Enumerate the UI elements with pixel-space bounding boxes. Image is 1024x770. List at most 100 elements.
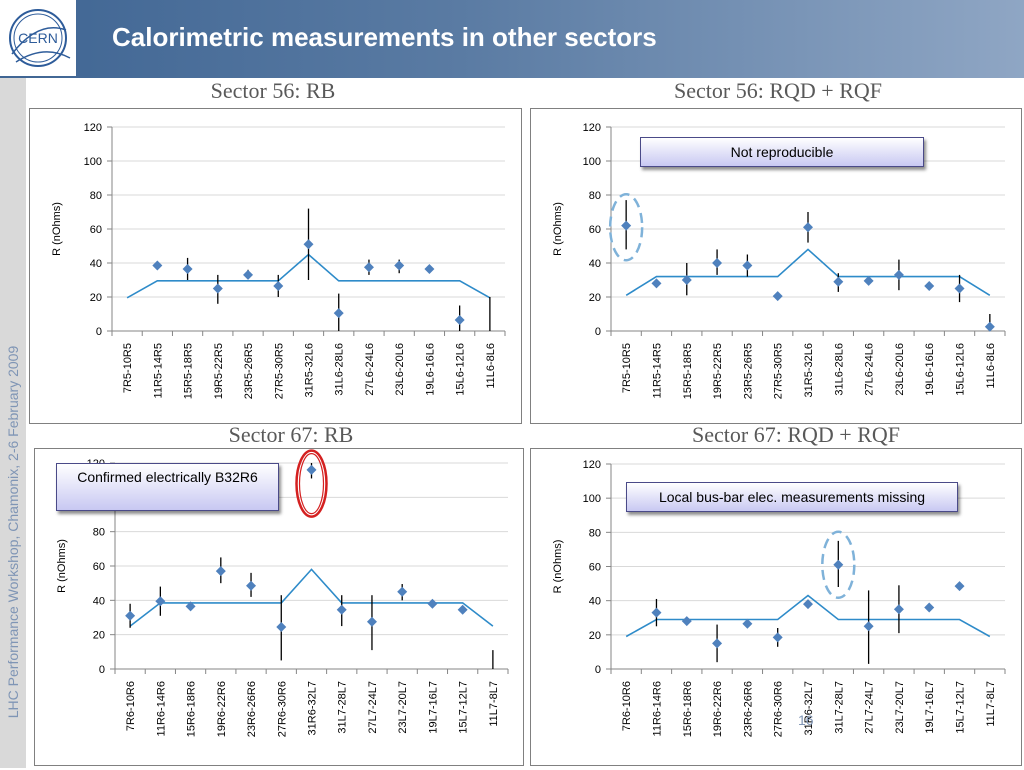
x-tick-label: 11L7-8L7 bbox=[985, 681, 997, 727]
data-point bbox=[742, 618, 753, 629]
x-tick-label: 23L6-20L6 bbox=[394, 343, 406, 396]
x-tick-label: 19L6-16L6 bbox=[924, 343, 936, 396]
data-point bbox=[772, 291, 783, 302]
data-point bbox=[125, 610, 136, 621]
side-band bbox=[0, 78, 26, 768]
x-tick-label: 31L7-28L7 bbox=[337, 681, 349, 734]
y-axis-label: R (nOhms) bbox=[552, 202, 564, 256]
x-tick-label: 15L7-12L7 bbox=[955, 681, 967, 734]
data-point bbox=[363, 262, 374, 273]
cern-logo: CERN bbox=[0, 0, 76, 76]
data-point bbox=[742, 260, 753, 271]
chart-title-s56-rq: Sector 56: RQD + RQF bbox=[674, 78, 882, 103]
highlight-ellipse bbox=[295, 449, 328, 518]
header-bar: CERN Calorimetric measurements in other … bbox=[0, 0, 1024, 78]
x-tick-label: 31L6-28L6 bbox=[334, 343, 346, 396]
chart-s56-rb: 0 20 40 60 80 100 120 R (nOhms) 7R5-10R5 11R5-14R… bbox=[29, 108, 522, 424]
y-tick-label: 40 bbox=[589, 596, 601, 608]
x-tick-label: 31L6-28L6 bbox=[833, 343, 845, 396]
data-point bbox=[212, 283, 223, 294]
page-title: Calorimetric measurements in other secto… bbox=[112, 22, 657, 52]
y-tick-label: 120 bbox=[583, 459, 601, 471]
x-tick-label: 23L7-20L7 bbox=[894, 681, 906, 734]
y-tick-label: 80 bbox=[589, 190, 601, 202]
y-tick-label: 0 bbox=[99, 664, 105, 676]
chart-svg-s56-rb: 0 20 40 60 80 100 120 R (nOhms) 7R5-10R5 11R5-14R… bbox=[51, 122, 506, 399]
data-point bbox=[681, 275, 692, 285]
y-tick-label: 0 bbox=[595, 326, 601, 338]
page-number: 16 bbox=[798, 712, 814, 728]
data-point bbox=[366, 616, 377, 627]
highlight-ellipse bbox=[608, 193, 644, 262]
x-tick-label: 19R6-22R6 bbox=[712, 681, 724, 737]
data-point bbox=[651, 607, 662, 618]
data-point bbox=[772, 632, 783, 643]
series-line bbox=[625, 248, 991, 296]
data-point bbox=[182, 263, 193, 274]
data-point bbox=[803, 599, 813, 610]
x-tick-label: 27R5-30R5 bbox=[273, 343, 285, 399]
x-tick-label: 27L6-24L6 bbox=[864, 343, 876, 396]
data-point bbox=[336, 604, 347, 615]
y-tick-label: 60 bbox=[93, 561, 105, 573]
x-tick-label: 11R5-14R5 bbox=[651, 343, 663, 398]
data-point bbox=[954, 283, 965, 294]
cern-logo-icon: CERN bbox=[9, 9, 71, 67]
x-tick-label: 11R5-14R5 bbox=[152, 343, 164, 398]
data-point bbox=[924, 280, 935, 291]
y-tick-label: 100 bbox=[84, 156, 102, 168]
data-point bbox=[893, 269, 904, 280]
x-tick-label: 15R5-18R5 bbox=[682, 343, 694, 399]
data-point bbox=[651, 278, 662, 289]
data-point bbox=[303, 239, 314, 250]
y-tick-label: 100 bbox=[583, 156, 601, 168]
data-point bbox=[954, 581, 965, 592]
y-tick-label: 20 bbox=[589, 292, 601, 304]
y-axis-label: R (nOhms) bbox=[51, 202, 63, 256]
x-tick-label: 23L7-20L7 bbox=[397, 681, 409, 734]
data-point bbox=[185, 601, 196, 612]
sidebar-caption: LHC Performance Workshop, Chamonix, 2-6 … bbox=[5, 345, 21, 719]
callout-not-reproducible: Not reproducible bbox=[640, 137, 924, 167]
data-point bbox=[243, 269, 254, 280]
data-point bbox=[306, 464, 317, 475]
x-tick-label: 7R6-10R6 bbox=[125, 681, 137, 731]
x-tick-label: 23L6-20L6 bbox=[894, 343, 906, 396]
data-point bbox=[454, 314, 465, 325]
y-tick-label: 120 bbox=[583, 122, 601, 134]
y-axis-label: R (nOhms) bbox=[552, 540, 564, 594]
x-tick-label: 23R6-26R6 bbox=[246, 681, 258, 737]
x-tick-label: 15R5-18R5 bbox=[183, 343, 195, 399]
y-tick-label: 60 bbox=[589, 562, 601, 574]
y-tick-label: 60 bbox=[90, 224, 102, 236]
data-point bbox=[276, 621, 287, 632]
data-point bbox=[246, 580, 257, 591]
x-tick-label: 31R5-32L6 bbox=[803, 343, 815, 397]
y-tick-label: 80 bbox=[589, 527, 601, 539]
x-tick-label: 27R6-30R6 bbox=[276, 681, 288, 737]
highlight-ellipse bbox=[821, 530, 856, 600]
data-point bbox=[397, 586, 408, 597]
x-tick-label: 11L7-8L7 bbox=[488, 681, 500, 727]
data-point bbox=[833, 276, 844, 287]
x-tick-label: 19L6-16L6 bbox=[424, 343, 436, 396]
x-tick-label: 11R6-14R6 bbox=[651, 681, 663, 736]
y-tick-label: 20 bbox=[90, 292, 102, 304]
x-tick-label: 31R6-32L7 bbox=[803, 681, 815, 735]
x-tick-label: 27L7-24L7 bbox=[367, 681, 379, 734]
chart-title-s56-rb: Sector 56: RB bbox=[210, 78, 336, 103]
y-axis-label: R (nOhms) bbox=[56, 539, 68, 593]
data-point bbox=[833, 559, 844, 570]
y-tick-label: 80 bbox=[90, 190, 102, 202]
series-line bbox=[129, 568, 494, 627]
x-tick-label: 15L6-12L6 bbox=[955, 343, 967, 396]
data-point bbox=[333, 308, 344, 319]
x-tick-label: 27R5-30R5 bbox=[773, 343, 785, 399]
data-point bbox=[427, 598, 438, 609]
data-point bbox=[457, 604, 468, 615]
y-tick-label: 80 bbox=[93, 527, 105, 539]
y-tick-label: 40 bbox=[93, 595, 105, 607]
data-point bbox=[984, 321, 995, 332]
chart-svg-s67-rq: 0 20 40 60 80 100 120 R (nOhms) 7R6-10R6 11R6-14R… bbox=[552, 459, 1006, 737]
